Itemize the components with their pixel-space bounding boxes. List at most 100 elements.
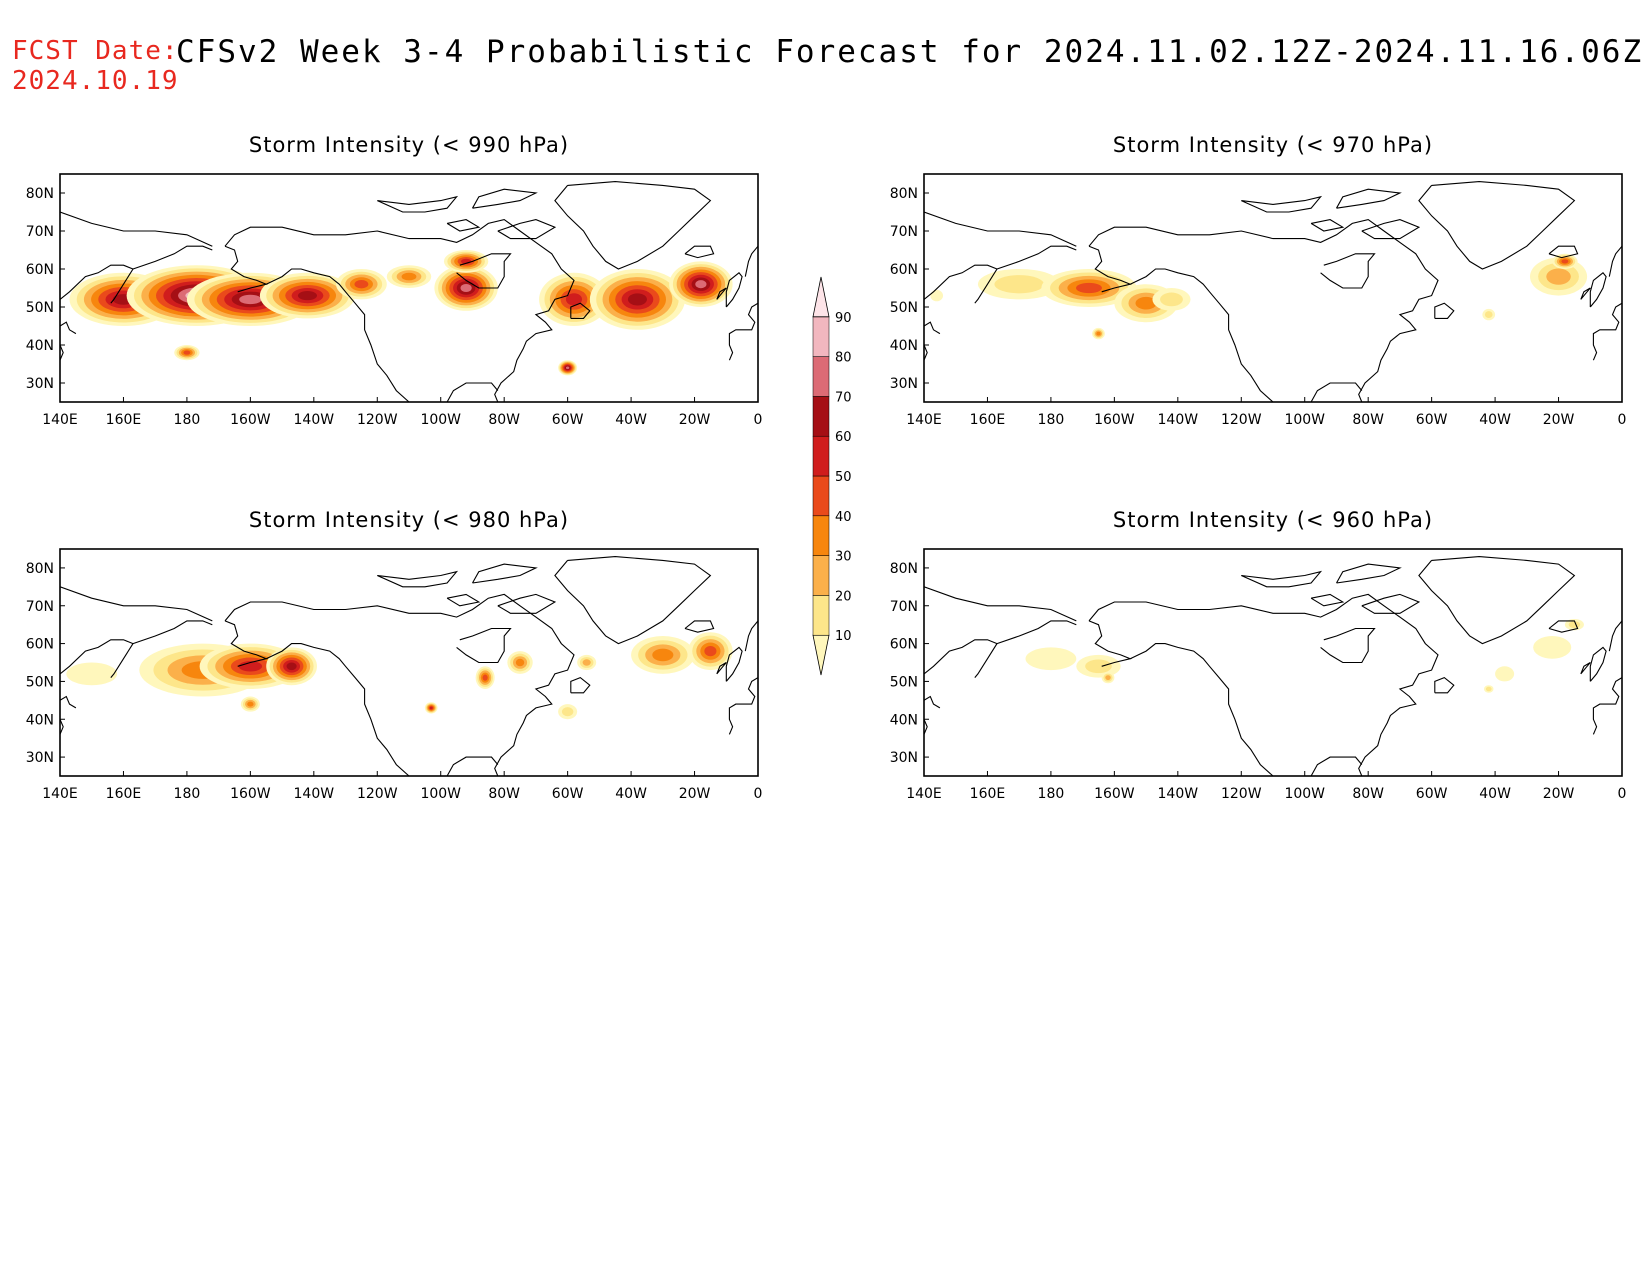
coastline xyxy=(1608,620,1622,652)
coastline xyxy=(472,188,538,209)
x-tick-label: 140E xyxy=(42,412,78,428)
colorbar-segment xyxy=(812,634,830,676)
x-tick-label: 60W xyxy=(552,786,584,802)
coastline xyxy=(456,627,512,664)
probability-contour xyxy=(695,280,707,289)
panel-frame xyxy=(923,548,1623,777)
x-tick-label: 160E xyxy=(106,786,142,802)
forecast-date-label: FCST Date: xyxy=(12,36,179,66)
coastline xyxy=(1129,268,1274,402)
coastline xyxy=(684,620,715,633)
coastline xyxy=(224,593,575,776)
x-tick-label: 180 xyxy=(174,786,201,802)
coastline xyxy=(924,586,1077,622)
x-tick-label: 80W xyxy=(1352,412,1384,428)
coastline xyxy=(924,639,998,678)
coastline xyxy=(924,719,928,735)
y-tick-label: 70N xyxy=(26,224,54,240)
x-tick-label: 160W xyxy=(1094,786,1135,802)
coastline xyxy=(1310,593,1345,607)
x-tick-label: 60W xyxy=(552,412,584,428)
probability-contour xyxy=(1160,292,1183,307)
y-tick-label: 80N xyxy=(26,186,54,202)
colorbar-segment xyxy=(812,475,830,517)
forecast-date-value: 2024.10.19 xyxy=(12,66,179,96)
colorbar-segment xyxy=(812,595,830,636)
coastline xyxy=(570,676,591,694)
probability-contour xyxy=(482,674,488,681)
probability-contour xyxy=(1105,675,1111,681)
x-tick-label: 100W xyxy=(420,786,461,802)
coastline xyxy=(497,593,557,614)
x-tick-label: 0 xyxy=(1618,786,1627,802)
coastline xyxy=(996,245,1077,270)
probability-contour xyxy=(1135,296,1157,310)
probability-contour xyxy=(460,283,472,293)
coastline xyxy=(570,302,591,319)
coastline xyxy=(554,181,712,270)
x-tick-label: 80W xyxy=(488,412,520,428)
y-tick-label: 30N xyxy=(890,750,918,766)
x-tick-label: 120W xyxy=(357,412,398,428)
coastline xyxy=(1320,253,1376,289)
x-tick-label: 140E xyxy=(906,786,942,802)
x-tick-label: 160W xyxy=(1094,412,1135,428)
coastline xyxy=(446,593,481,607)
colorbar-segment xyxy=(812,515,830,556)
probability-contour xyxy=(1096,331,1101,336)
colorbar-label: 20 xyxy=(835,589,852,604)
colorbar-label: 10 xyxy=(835,629,852,644)
y-tick-label: 40N xyxy=(890,712,918,728)
map-area xyxy=(60,549,758,776)
y-tick-label: 50N xyxy=(890,674,918,690)
colorbar-label: 70 xyxy=(835,390,852,405)
coastline xyxy=(716,287,727,300)
coastline xyxy=(456,253,512,289)
probability-contour xyxy=(297,291,317,301)
coastline xyxy=(1310,756,1363,776)
x-tick-label: 40W xyxy=(615,412,647,428)
y-tick-label: 70N xyxy=(890,599,918,615)
y-tick-label: 70N xyxy=(890,224,918,240)
page-title: CFSv2 Week 3-4 Probabilistic Forecast fo… xyxy=(176,34,1644,70)
x-tick-label: 60W xyxy=(1416,412,1448,428)
colorbar-segment xyxy=(812,555,830,596)
x-tick-label: 160W xyxy=(230,412,271,428)
probability-contour xyxy=(1485,686,1492,692)
coastline xyxy=(716,662,727,675)
x-tick-label: 100W xyxy=(1284,412,1325,428)
coastline xyxy=(1310,382,1363,402)
coastline xyxy=(728,302,758,361)
probability-contour xyxy=(565,293,583,306)
colorbar-label: 30 xyxy=(835,550,852,565)
y-tick-label: 50N xyxy=(890,300,918,316)
probability-contour xyxy=(1546,268,1571,285)
probability-contour xyxy=(515,658,525,667)
coastline xyxy=(725,646,743,682)
x-tick-label: 80W xyxy=(488,786,520,802)
coastline xyxy=(60,695,77,709)
coastline xyxy=(1088,219,1439,402)
probability-contour xyxy=(1085,659,1112,674)
y-tick-label: 40N xyxy=(26,338,54,354)
panel-title: Storm Intensity (< 990 hPa) xyxy=(249,133,569,157)
coastline xyxy=(1418,556,1576,645)
colorbar-segment xyxy=(812,435,830,477)
colorbar-segment xyxy=(812,356,830,397)
colorbar-segment xyxy=(812,396,830,437)
y-tick-label: 40N xyxy=(26,712,54,728)
coastline xyxy=(1241,570,1323,588)
coastline xyxy=(554,556,712,645)
x-tick-label: 40W xyxy=(1479,786,1511,802)
coastline xyxy=(1129,643,1274,776)
coastline xyxy=(60,586,213,622)
x-tick-label: 160W xyxy=(230,786,271,802)
coastline xyxy=(265,268,410,402)
y-tick-label: 80N xyxy=(890,561,918,577)
coastline xyxy=(224,219,575,402)
coastline xyxy=(1580,287,1591,300)
coastline xyxy=(132,245,213,270)
coastline xyxy=(996,620,1077,645)
coastline xyxy=(1434,302,1455,319)
coastline xyxy=(744,620,758,652)
